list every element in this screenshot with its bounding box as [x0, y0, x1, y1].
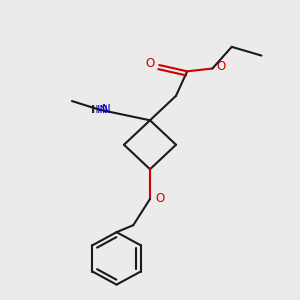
Text: O: O	[155, 193, 164, 206]
Text: HN: HN	[92, 105, 108, 115]
Text: H: H	[91, 105, 98, 115]
Text: O: O	[216, 60, 225, 73]
Text: O: O	[146, 57, 154, 70]
Text: N: N	[102, 103, 110, 116]
